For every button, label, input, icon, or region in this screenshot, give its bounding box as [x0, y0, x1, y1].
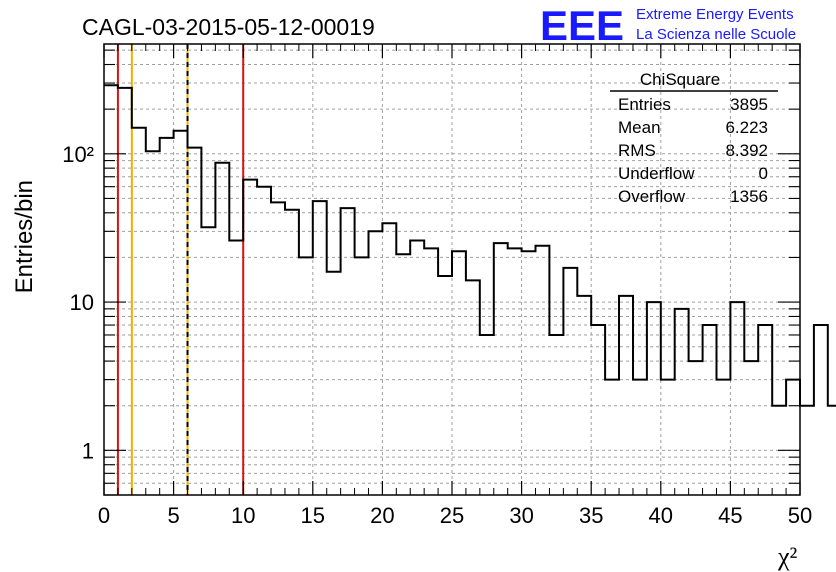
logo-line-1: Extreme Energy Events [636, 6, 794, 23]
x-tick-label: 20 [370, 503, 394, 528]
ticks-group: 0 5 10 15 20 25 30 35 40 45 50 1 10 10² [62, 44, 812, 528]
stats-label: Mean [618, 118, 661, 137]
stats-box: ChiSquare Entries 3895 Mean 6.223 RMS 8.392 Un… [610, 70, 778, 206]
x-tick-label: 40 [649, 503, 673, 528]
histogram-line [104, 84, 836, 407]
x-tick-label: 50 [788, 503, 812, 528]
y-tick-label: 10 [70, 290, 94, 315]
grid-group [104, 44, 800, 496]
y-axis-label: Entries/bin [11, 180, 38, 293]
stats-value: 0 [759, 164, 768, 183]
stats-label: RMS [618, 141, 656, 160]
y-tick-label: 1 [82, 438, 94, 463]
cut-lines [116, 44, 245, 495]
histogram [104, 84, 836, 407]
y-tick-label: 10² [62, 142, 94, 167]
x-tick-label: 30 [509, 503, 533, 528]
x-tick-label: 35 [579, 503, 603, 528]
stats-label: Entries [618, 95, 671, 114]
stats-label: Overflow [618, 187, 686, 206]
eee-logo: EEE [540, 2, 624, 49]
x-tick-label: 0 [98, 503, 110, 528]
stats-value: 6.223 [725, 118, 768, 137]
stats-value: 8.392 [725, 141, 768, 160]
x-tick-label: 5 [167, 503, 179, 528]
x-tick-label: 25 [440, 503, 464, 528]
stats-value: 3895 [730, 95, 768, 114]
x-tick-label: 15 [301, 503, 325, 528]
x-tick-label: 45 [718, 503, 742, 528]
x-axis-label: χ² [777, 542, 798, 571]
page-title: CAGL-03-2015-05-12-00019 [82, 14, 375, 40]
stats-title: ChiSquare [640, 70, 720, 89]
stats-label: Underflow [618, 164, 695, 183]
stats-value: 1356 [730, 187, 768, 206]
x-tick-label: 10 [231, 503, 255, 528]
logo-line-2: La Scienza nelle Scuole [636, 26, 796, 43]
